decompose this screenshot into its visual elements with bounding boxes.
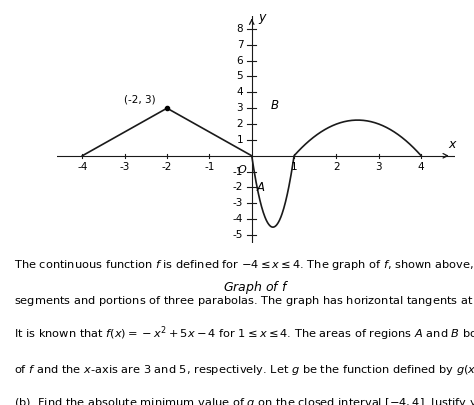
Text: -3: -3	[233, 198, 243, 208]
Text: 1: 1	[237, 135, 243, 145]
Text: -5: -5	[233, 230, 243, 240]
Text: $y$: $y$	[258, 12, 268, 26]
Text: 2: 2	[333, 162, 340, 172]
Text: (b)  Find the absolute minimum value of $g$ on the closed interval $[-4, 4]$. Ju: (b) Find the absolute minimum value of $…	[14, 396, 474, 405]
Text: -4: -4	[233, 214, 243, 224]
Text: -1: -1	[204, 162, 215, 172]
Text: -3: -3	[119, 162, 130, 172]
Text: 3: 3	[375, 162, 382, 172]
Text: 3: 3	[237, 103, 243, 113]
Text: -2: -2	[233, 183, 243, 192]
Text: 4: 4	[237, 87, 243, 97]
Text: It is known that $f(x) = -x^2 + 5x - 4$ for $1 \leq x \leq 4$. The areas of regi: It is known that $f(x) = -x^2 + 5x - 4$ …	[14, 324, 474, 343]
Text: -4: -4	[77, 162, 88, 172]
Text: 5: 5	[237, 71, 243, 81]
Text: $x$: $x$	[448, 138, 458, 151]
Text: $B$: $B$	[270, 98, 280, 111]
Text: segments and portions of three parabolas. The graph has horizontal tangents at $: segments and portions of three parabolas…	[14, 291, 474, 313]
Text: 1: 1	[291, 162, 297, 172]
Text: $A$: $A$	[256, 181, 266, 194]
Text: 6: 6	[237, 55, 243, 66]
Text: 8: 8	[237, 24, 243, 34]
Text: 7: 7	[237, 40, 243, 50]
Text: 4: 4	[418, 162, 424, 172]
Text: $O$: $O$	[237, 163, 247, 175]
Text: 2: 2	[237, 119, 243, 129]
Text: The continuous function $f$ is defined for $-4 \leq x \leq 4$. The graph of $f$,: The continuous function $f$ is defined f…	[14, 258, 474, 272]
Text: -1: -1	[233, 166, 243, 177]
Text: -2: -2	[162, 162, 172, 172]
Text: of $f$ and the $x$-axis are 3 and 5, respectively. Let $g$ be the function defin: of $f$ and the $x$-axis are 3 and 5, res…	[14, 358, 474, 384]
Text: Graph of $f$: Graph of $f$	[223, 279, 289, 296]
Text: (-2, 3): (-2, 3)	[124, 94, 155, 104]
